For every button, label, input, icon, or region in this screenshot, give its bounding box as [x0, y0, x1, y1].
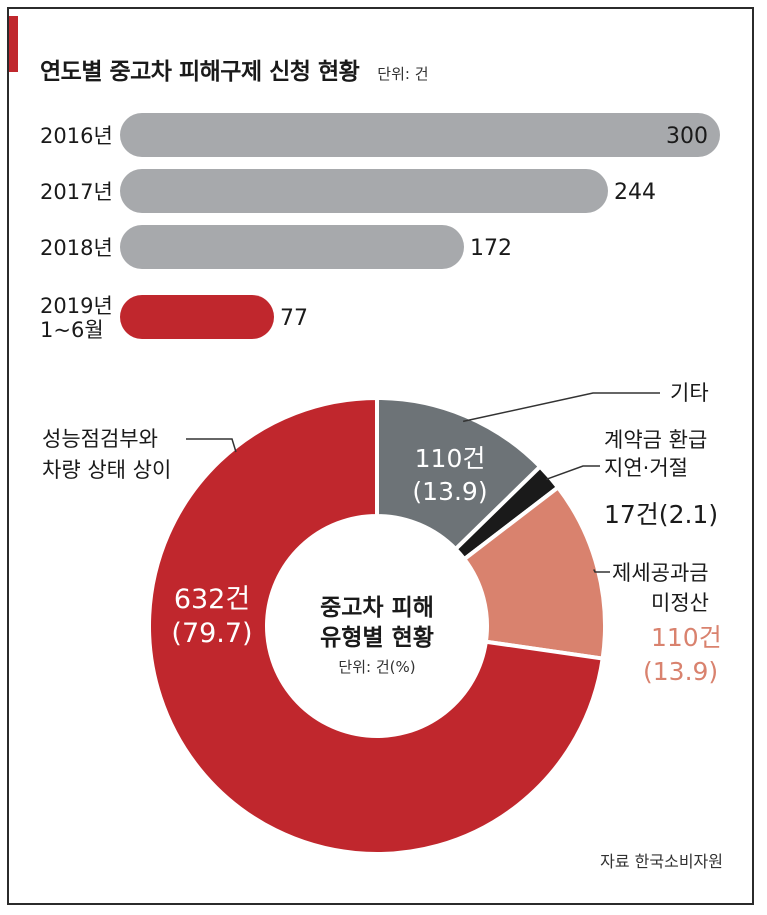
slice-count-3: 632건: [174, 584, 250, 615]
slice-percent-2: (13.9): [643, 657, 718, 686]
slice-label-2a: 제세공과금: [612, 561, 709, 585]
donut-center-title: 중고차 피해 유형별 현황: [320, 595, 434, 651]
leader-line-1: [546, 465, 600, 481]
value-label-2: 172: [470, 236, 512, 261]
category-label-0: 2016년: [40, 124, 113, 148]
slice-count-2: 110건: [651, 623, 722, 652]
category-label-3: 2019년 1~6월: [40, 294, 113, 342]
donut-center-unit: 단위: 건(%): [338, 658, 415, 676]
value-label-3: 77: [280, 306, 308, 331]
pie-slice-3: [147, 396, 605, 856]
slice-count-0: 110건: [415, 444, 486, 473]
bar-0: [120, 113, 720, 157]
unit-label: 단위: 건: [377, 65, 429, 83]
chart-frame: [7, 7, 754, 905]
category-label-2: 2018년: [40, 236, 113, 260]
bar-3: [120, 295, 274, 339]
slice-label-2b: 미정산: [651, 591, 709, 615]
slice-label-1b: 지연·거절: [604, 456, 688, 480]
leader-line-2: [593, 569, 610, 573]
value-label-1: 244: [614, 180, 656, 205]
slice-label-3b: 차량 상태 상이: [42, 458, 171, 482]
slice-label-0: 기타: [670, 381, 709, 405]
source-note: 자료 한국소비자원: [600, 852, 723, 871]
slice-percent-0: (13.9): [412, 477, 487, 506]
value-label-0: 300: [666, 124, 708, 149]
slice-label-1a: 계약금 환급: [604, 428, 707, 452]
bar-1: [120, 169, 608, 213]
leader-line-3: [186, 438, 237, 453]
chart-title: 연도별 중고차 피해구제 신청 현황: [40, 59, 360, 85]
slice-count-1: 17건(2.1): [604, 500, 718, 529]
header: 연도별 중고차 피해구제 신청 현황 단위: 건: [40, 52, 429, 86]
category-label-1: 2017년: [40, 180, 113, 204]
title-accent-bar: [7, 16, 18, 72]
slice-label-3a: 성능점검부와: [42, 427, 158, 451]
leader-line-0: [462, 392, 660, 423]
slice-percent-3: (79.7): [171, 618, 252, 649]
bar-2: [120, 225, 464, 269]
